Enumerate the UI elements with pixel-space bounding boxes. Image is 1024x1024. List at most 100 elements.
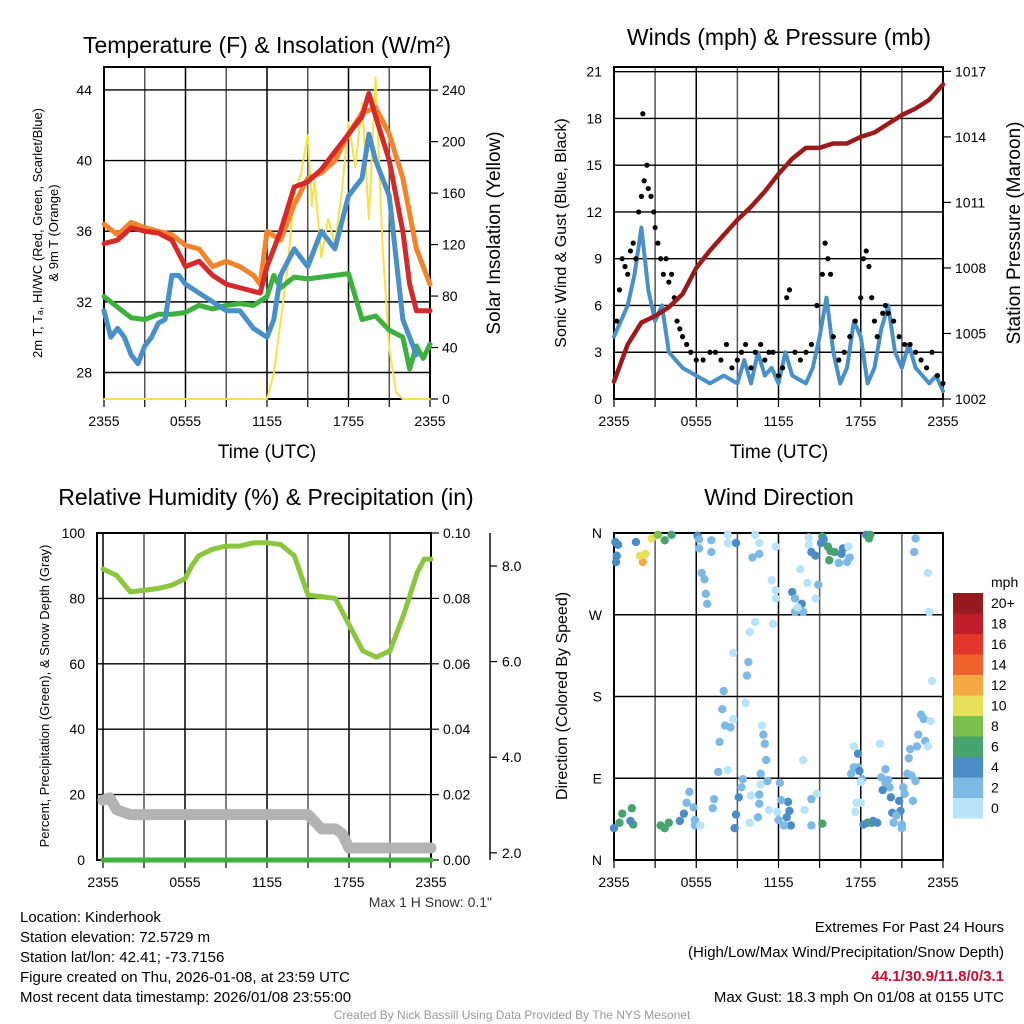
gust-point	[874, 334, 880, 340]
direction-point	[768, 619, 778, 629]
gust-point	[766, 349, 772, 355]
direction-point	[798, 755, 808, 765]
direction-point	[750, 530, 760, 540]
direction-point	[761, 755, 771, 765]
gust-point	[940, 380, 946, 387]
9m-temperature-line	[101, 105, 433, 287]
direction-point	[737, 783, 746, 792]
direction-point	[767, 576, 776, 585]
direction-point	[803, 578, 812, 588]
gust-point	[645, 185, 651, 192]
direction-point	[723, 765, 732, 775]
direction-point	[771, 594, 780, 603]
direction-point	[626, 816, 635, 826]
y3-tick-label: 6.0	[502, 654, 522, 670]
direction-point	[679, 809, 689, 818]
y-tick-label: 9	[594, 251, 602, 267]
x-tick-label: 1155	[763, 413, 793, 429]
y-tick-label: N	[592, 852, 602, 868]
y2-tick-label: 1014	[955, 129, 986, 145]
gust-point	[674, 318, 680, 324]
direction-point	[729, 715, 738, 724]
gust-point	[863, 248, 869, 254]
direction-point	[811, 551, 820, 560]
gust-point	[619, 256, 625, 262]
gust-point	[679, 334, 686, 340]
direction-point	[731, 538, 741, 548]
gust-point	[622, 263, 628, 270]
gust-point	[644, 162, 650, 168]
y-tick-label: 6	[594, 297, 602, 313]
direction-point	[856, 777, 865, 787]
direction-point	[756, 769, 765, 778]
gust-point	[852, 318, 858, 324]
wind-y2-label: Station Pressure (Maroon)	[1004, 122, 1024, 345]
direction-point	[786, 821, 796, 830]
direction-point	[785, 806, 794, 816]
direction-point	[926, 716, 935, 726]
direction-point	[914, 730, 923, 739]
direction-point	[818, 819, 827, 828]
y3-tick-label: 2.0	[502, 845, 522, 861]
y2-tick-label: 0.02	[443, 787, 470, 803]
temp-chart-title: Temperature (F) & Insolation (W/m²)	[83, 32, 451, 58]
y2-tick-label: 1011	[955, 194, 985, 210]
humidity-y-label: Percent, Precipitation (Green), & Snow D…	[37, 545, 52, 848]
direction-point	[701, 589, 711, 599]
legend-label: 0	[991, 800, 999, 816]
legend-title: mph	[991, 574, 1018, 590]
info-latlon: Station lat/lon: 42.41; -73.7156	[20, 949, 224, 966]
gust-point	[752, 349, 758, 355]
gust-point	[803, 349, 809, 355]
gust-point	[786, 287, 793, 293]
direction-point	[825, 556, 834, 565]
y-tick-label: 12	[586, 204, 602, 220]
direction-y-label: Direction (Colored By Speed)	[554, 592, 571, 800]
direction-point	[709, 794, 719, 804]
direction-point	[800, 805, 809, 815]
y-tick-label: 36	[76, 223, 92, 239]
direction-point	[653, 530, 663, 540]
temp-y2-label: Solar Insolation (Yellow)	[484, 131, 505, 334]
legend-label: 16	[991, 636, 1007, 652]
y-tick-label: S	[593, 689, 602, 705]
direction-point	[923, 742, 933, 751]
legend-label: 20+	[991, 595, 1015, 611]
direction-point	[812, 789, 822, 798]
direction-point	[811, 594, 820, 603]
y-tick-label: 32	[76, 294, 92, 310]
direction-point	[755, 790, 764, 799]
direction-point	[759, 730, 768, 739]
x-tick-label: 2355	[598, 874, 629, 890]
direction-point	[910, 547, 919, 557]
legend-swatch	[953, 593, 983, 614]
y-tick-label: 28	[76, 365, 92, 381]
gust-point	[866, 263, 872, 270]
direction-point	[613, 540, 623, 550]
gust-point	[666, 279, 672, 285]
gust-point	[758, 341, 764, 348]
legend-swatch	[953, 634, 983, 655]
max-snow-note: Max 1 H Snow: 0.1"	[369, 894, 492, 910]
gust-point	[640, 111, 646, 117]
direction-point	[753, 813, 763, 822]
relative-humidity-line	[100, 540, 434, 660]
y2-tick-label: 160	[442, 185, 466, 201]
direction-point	[899, 783, 908, 792]
direction-point	[851, 807, 860, 817]
direction-point	[911, 534, 920, 543]
credit: Created By Nick Bassill Using Data Provi…	[334, 1008, 691, 1022]
direction-point	[904, 754, 913, 763]
direction-point	[731, 810, 741, 819]
gust-point	[882, 302, 889, 309]
gust-point	[822, 240, 828, 246]
y2-tick-label: 1005	[955, 325, 986, 341]
x-tick-label: 1155	[252, 413, 282, 429]
legend-swatch	[953, 757, 983, 778]
y2-tick-label: 1017	[955, 63, 986, 79]
direction-point	[627, 804, 637, 813]
direction-point	[755, 538, 764, 548]
panel-2: 2355 0555 1155 1755 23550204060801000.000.02…	[62, 525, 522, 890]
gust-point	[869, 295, 875, 301]
direction-point	[886, 793, 896, 802]
